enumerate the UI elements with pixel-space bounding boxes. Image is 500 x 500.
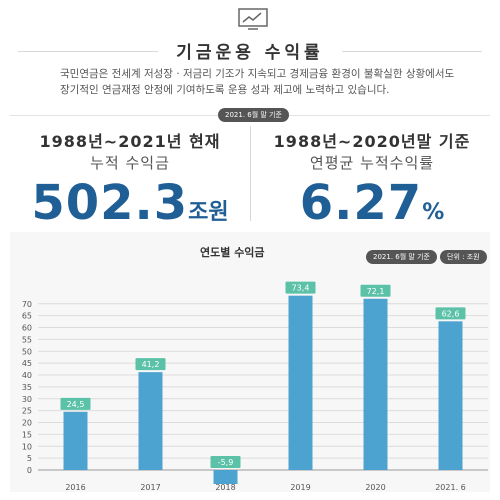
- value-label-box: [210, 456, 241, 468]
- y-tick-label: 0: [27, 466, 32, 475]
- description-line-2: 장기적인 연금재정 안정에 기여하도록 운용 성과 제고에 노력하고 있습니다.: [60, 84, 390, 96]
- value-label-box: [60, 397, 91, 410]
- value-label: 73,4: [292, 284, 310, 293]
- chart-date-badge: 2021. 6월 말 기준: [366, 250, 437, 264]
- right-panel-period: 1988년~2020년말 기준: [273, 132, 471, 151]
- cumulative-profit-panel: 1988년~2021년 현재 누적 수익금 502.3조원: [10, 128, 250, 231]
- chart-monitor-icon: [238, 8, 268, 30]
- value-label-box: [435, 307, 466, 320]
- y-tick-label: 50: [22, 347, 32, 356]
- date-badge: 2021. 6월 말 기준: [218, 108, 289, 122]
- y-tick-label: 25: [22, 407, 32, 416]
- bar: [288, 295, 313, 470]
- left-panel-label: 누적 수익금: [90, 154, 170, 172]
- page-title: 기금운용 수익률: [176, 43, 324, 63]
- value-label-box: [285, 281, 316, 294]
- y-tick-label: 15: [22, 430, 32, 439]
- value-label-box: [360, 284, 391, 297]
- y-tick-label: 20: [22, 419, 32, 428]
- bar: [438, 321, 463, 470]
- left-panel-value: 502.3: [31, 175, 189, 231]
- panel-separator: [250, 126, 251, 221]
- left-panel-value-wrap: 502.3조원: [10, 175, 250, 231]
- bar: [363, 298, 388, 470]
- bar: [138, 372, 163, 470]
- value-label-box: [135, 358, 166, 371]
- x-tick-label: 2016: [65, 483, 85, 492]
- y-tick-label: 5: [27, 454, 32, 463]
- value-label: 41,2: [142, 360, 160, 369]
- value-label: 24,5: [67, 400, 85, 409]
- left-panel-unit: 조원: [188, 200, 229, 225]
- y-tick-label: 70: [22, 300, 32, 309]
- value-label: 72,1: [367, 287, 385, 296]
- x-tick-label: 2019: [290, 483, 310, 492]
- y-tick-label: 45: [22, 359, 32, 368]
- bar: [63, 411, 88, 470]
- bar: [213, 470, 238, 485]
- y-tick-label: 40: [22, 371, 32, 380]
- description-line-1: 국민연금은 전세계 저성장 · 저금리 기조가 지속되고 경제금융 환경이 불확…: [60, 68, 455, 80]
- x-tick-label: 2018: [215, 483, 235, 492]
- title-divider-right: [342, 51, 482, 52]
- annual-return-panel: 1988년~2020년말 기준 연평균 누적수익률 6.27%: [252, 128, 492, 231]
- right-panel-value-wrap: 6.27%: [252, 175, 492, 231]
- y-tick-label: 35: [22, 383, 32, 392]
- x-tick-label: 2021. 6: [435, 483, 466, 492]
- chart-title: 연도별 수익금: [200, 246, 265, 259]
- x-tick-label: 2017: [140, 483, 160, 492]
- left-panel-period: 1988년~2021년 현재: [39, 132, 221, 151]
- chart-unit-badge: 단위 : 조원: [440, 250, 487, 264]
- y-tick-label: 10: [22, 442, 32, 451]
- y-tick-label: 65: [22, 312, 32, 321]
- right-panel-label: 연평균 누적수익률: [309, 154, 435, 172]
- y-tick-label: 55: [22, 335, 32, 344]
- x-tick-label: 2020: [365, 483, 385, 492]
- value-label: 62,6: [442, 309, 460, 318]
- right-panel-value: 6.27: [299, 175, 423, 231]
- chart-background: [10, 232, 490, 492]
- y-tick-label: 30: [22, 395, 32, 404]
- title-divider-left: [18, 51, 158, 52]
- y-tick-label: 60: [22, 324, 32, 333]
- right-panel-unit: %: [422, 200, 445, 225]
- value-label: -5,9: [218, 458, 234, 467]
- description: 국민연금은 전세계 저성장 · 저금리 기조가 지속되고 경제금융 환경이 불확…: [60, 66, 460, 98]
